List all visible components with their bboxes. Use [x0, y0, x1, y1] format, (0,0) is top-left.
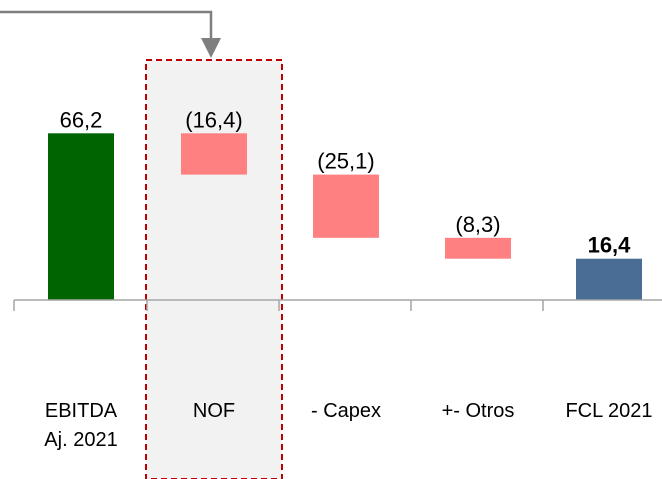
connector-arrow	[0, 10, 221, 58]
bar-ebitda	[48, 133, 114, 300]
category-label-ebitda: EBITDA Aj. 2021	[44, 400, 118, 451]
value-label-ebitda: 66,2	[60, 107, 103, 132]
value-label-fcl-2021: 16,4	[588, 233, 632, 258]
bar-otros	[445, 237, 511, 259]
bar-nof	[181, 133, 247, 175]
value-label-capex: (25,1)	[317, 149, 374, 174]
value-label-otros: (8,3)	[455, 212, 500, 237]
category-label-fcl-2021: FCL 2021	[565, 400, 653, 422]
value-label-nof: (16,4)	[185, 107, 242, 132]
nof-highlight-box	[145, 59, 283, 479]
category-label-capex: - Capex	[310, 400, 382, 422]
category-label-nof: NOF	[192, 400, 236, 422]
bar-capex	[313, 174, 379, 238]
bar-fcl-2021	[576, 258, 642, 300]
category-label-otros: +- Otros	[441, 400, 515, 422]
